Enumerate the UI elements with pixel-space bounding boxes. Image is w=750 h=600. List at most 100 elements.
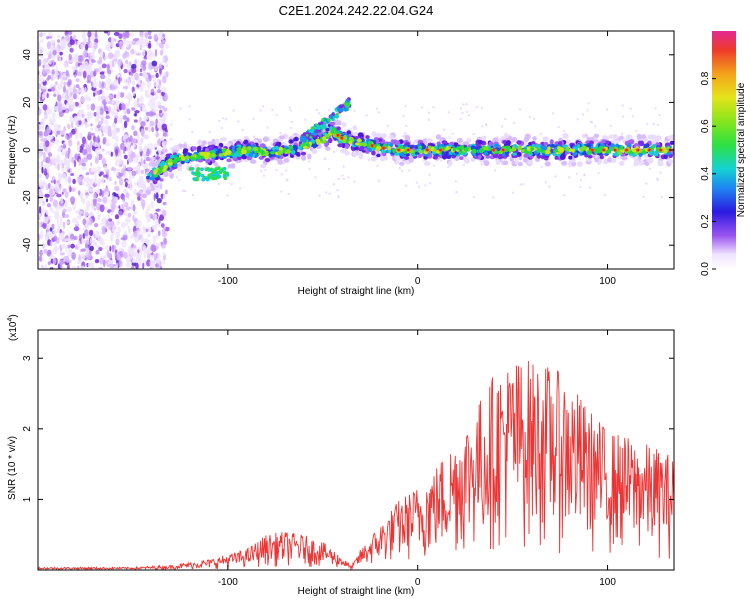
noise-blob xyxy=(139,95,144,104)
signal-blob xyxy=(511,146,516,151)
faint-speck xyxy=(484,122,488,126)
noise-blob xyxy=(71,265,77,269)
noise-blob xyxy=(138,39,143,46)
noise-blob xyxy=(85,221,89,230)
faint-speck xyxy=(341,174,344,177)
noise-blob xyxy=(144,32,149,38)
noise-blob xyxy=(62,76,68,81)
signal-blob xyxy=(526,146,532,152)
noise-blob xyxy=(46,231,51,236)
noise-blob xyxy=(87,31,92,38)
noise-blob xyxy=(41,117,47,122)
faint-speck xyxy=(583,173,586,176)
noise-blob xyxy=(87,131,92,137)
noise-blob xyxy=(161,39,166,44)
noise-blob xyxy=(156,198,162,204)
noise-blob xyxy=(164,93,168,101)
noise-blob xyxy=(45,198,49,203)
noise-blob xyxy=(80,44,84,49)
noise-blob xyxy=(153,33,158,41)
signal-blob xyxy=(169,154,176,159)
snr-multiplier-base: (x10 xyxy=(8,321,19,341)
signal-blob xyxy=(464,158,470,164)
colorbar-tick-label: 0.0 xyxy=(700,262,711,276)
faint-speck xyxy=(451,132,454,135)
signal-blob xyxy=(223,176,228,181)
noise-blob xyxy=(94,259,100,264)
signal-blob xyxy=(208,154,215,158)
noise-blob xyxy=(80,96,86,104)
noise-blob xyxy=(69,39,75,46)
noise-blob xyxy=(102,95,105,100)
noise-blob xyxy=(71,217,78,224)
noise-blob xyxy=(147,246,151,254)
noise-blob xyxy=(49,135,54,140)
noise-blob xyxy=(55,210,60,217)
noise-blob xyxy=(119,172,124,177)
noise-blob xyxy=(118,205,121,209)
noise-blob xyxy=(72,93,77,100)
noise-blob xyxy=(149,254,154,260)
noise-blob xyxy=(130,175,136,179)
noise-blob xyxy=(72,235,78,241)
noise-blob xyxy=(76,220,79,226)
noise-blob xyxy=(87,262,92,268)
noise-blob xyxy=(144,89,149,93)
noise-blob xyxy=(77,176,83,184)
signal-blob xyxy=(441,154,448,160)
signal-blob xyxy=(547,146,551,151)
noise-blob xyxy=(117,58,123,67)
noise-blob xyxy=(40,266,45,269)
noise-blob xyxy=(151,60,158,67)
noise-blob xyxy=(94,147,101,155)
noise-blob xyxy=(88,188,94,193)
signal-blob xyxy=(503,133,510,138)
signal-blob xyxy=(619,145,624,150)
signal-blob xyxy=(633,143,639,148)
spectrogram-x-tick-label: 0 xyxy=(415,276,421,287)
noise-blob xyxy=(114,252,118,260)
noise-blob xyxy=(103,56,106,61)
noise-blob xyxy=(159,68,162,75)
noise-blob xyxy=(110,108,115,117)
signal-blob xyxy=(619,135,624,140)
signal-blob xyxy=(191,171,195,175)
noise-blob xyxy=(94,223,99,228)
noise-blob xyxy=(147,35,152,40)
noise-blob xyxy=(142,151,145,158)
noise-blob xyxy=(79,132,83,139)
signal-blob xyxy=(264,158,271,162)
signal-blob xyxy=(336,126,341,131)
noise-blob xyxy=(90,103,96,111)
faint-speck xyxy=(323,158,326,161)
noise-blob xyxy=(153,143,158,148)
noise-blob xyxy=(74,153,78,160)
faint-speck xyxy=(403,132,407,135)
noise-blob xyxy=(155,220,159,227)
noise-blob xyxy=(139,68,143,73)
noise-blob xyxy=(73,115,79,122)
signal-blob xyxy=(188,167,193,171)
signal-blob xyxy=(233,152,239,157)
noise-blob xyxy=(145,228,149,232)
noise-blob xyxy=(65,134,68,140)
noise-blob xyxy=(90,51,95,60)
noise-blob xyxy=(70,243,75,249)
branch-blob xyxy=(320,121,324,125)
noise-blob xyxy=(147,232,151,238)
noise-blob xyxy=(140,199,146,208)
noise-blob xyxy=(61,163,65,169)
signal-blob xyxy=(242,146,247,150)
noise-blob xyxy=(60,77,64,85)
noise-blob xyxy=(85,206,88,211)
noise-blob xyxy=(94,31,98,38)
noise-blob xyxy=(38,83,42,90)
noise-blob xyxy=(104,86,111,91)
signal-blob xyxy=(216,148,222,154)
noise-blob xyxy=(140,157,143,166)
signal-blob xyxy=(560,155,566,160)
noise-blob xyxy=(101,133,105,137)
noise-blob xyxy=(46,36,50,40)
snr-y-tick-label: 3 xyxy=(22,355,33,361)
noise-blob xyxy=(60,159,63,164)
